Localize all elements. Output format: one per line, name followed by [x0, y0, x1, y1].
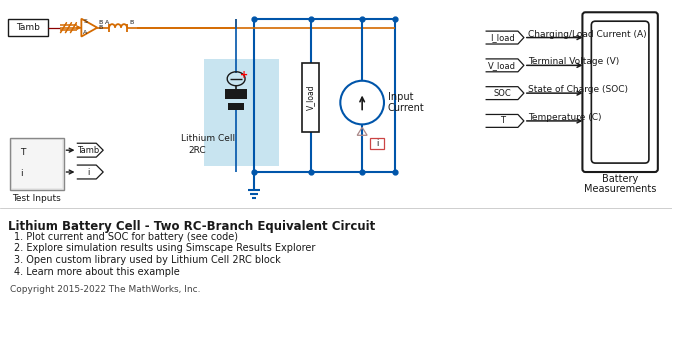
Text: Measurements: Measurements	[584, 184, 656, 194]
Text: Temperature (C): Temperature (C)	[528, 113, 601, 122]
Text: i: i	[20, 169, 22, 178]
Text: Tamb: Tamb	[16, 23, 40, 32]
Text: Lithium Cell: Lithium Cell	[181, 134, 235, 143]
Text: Copyright 2015-2022 The MathWorks, Inc.: Copyright 2015-2022 The MathWorks, Inc.	[10, 285, 200, 294]
Text: T: T	[500, 116, 504, 125]
FancyBboxPatch shape	[591, 21, 649, 163]
Polygon shape	[486, 59, 524, 72]
Text: Current: Current	[388, 102, 424, 112]
Bar	[204, 59, 279, 166]
FancyBboxPatch shape	[582, 12, 658, 172]
Bar	[302, 63, 320, 132]
Text: B: B	[98, 20, 102, 25]
Bar	[10, 138, 64, 190]
Polygon shape	[77, 165, 103, 179]
Text: V_load: V_load	[306, 85, 315, 110]
Text: S: S	[83, 19, 87, 24]
Text: A: A	[83, 30, 87, 35]
Polygon shape	[486, 87, 524, 100]
Text: A: A	[105, 20, 109, 25]
Polygon shape	[77, 143, 103, 157]
Text: Tamb: Tamb	[77, 146, 100, 155]
Text: Charging/Load Current (A): Charging/Load Current (A)	[528, 29, 647, 39]
Bar	[8, 19, 47, 36]
Text: SOC: SOC	[493, 88, 511, 98]
Text: Battery: Battery	[602, 174, 638, 184]
Polygon shape	[486, 31, 524, 44]
Text: Terminal Voltage (V): Terminal Voltage (V)	[528, 57, 619, 66]
Text: 3. Open custom library used by Lithium Cell 2RC block: 3. Open custom library used by Lithium C…	[14, 255, 281, 265]
Text: B: B	[98, 25, 102, 30]
Text: T: T	[20, 148, 25, 156]
Text: State of Charge (SOC): State of Charge (SOC)	[528, 85, 628, 94]
Polygon shape	[486, 115, 524, 127]
Text: B: B	[129, 20, 133, 25]
Text: i: i	[87, 168, 89, 177]
Text: +: +	[240, 70, 248, 80]
Text: Lithium Battery Cell - Two RC-Branch Equivalent Circuit: Lithium Battery Cell - Two RC-Branch Equ…	[8, 220, 375, 232]
Text: 1. Plot current and SOC for battery (see code): 1. Plot current and SOC for battery (see…	[14, 231, 238, 242]
Text: i: i	[376, 139, 378, 148]
Text: 2. Explore simulation results using Simscape Results Explorer: 2. Explore simulation results using Sims…	[14, 244, 315, 253]
Text: Test Inputs: Test Inputs	[12, 194, 61, 203]
Text: I_load: I_load	[489, 33, 515, 42]
Text: 4. Learn more about this example: 4. Learn more about this example	[14, 267, 179, 277]
Bar	[12, 140, 62, 188]
Bar	[370, 138, 384, 149]
Text: Input: Input	[388, 92, 414, 102]
Text: 2RC: 2RC	[188, 146, 206, 155]
Text: V_load: V_load	[488, 61, 516, 70]
Bar	[228, 103, 244, 110]
Bar	[225, 89, 247, 99]
